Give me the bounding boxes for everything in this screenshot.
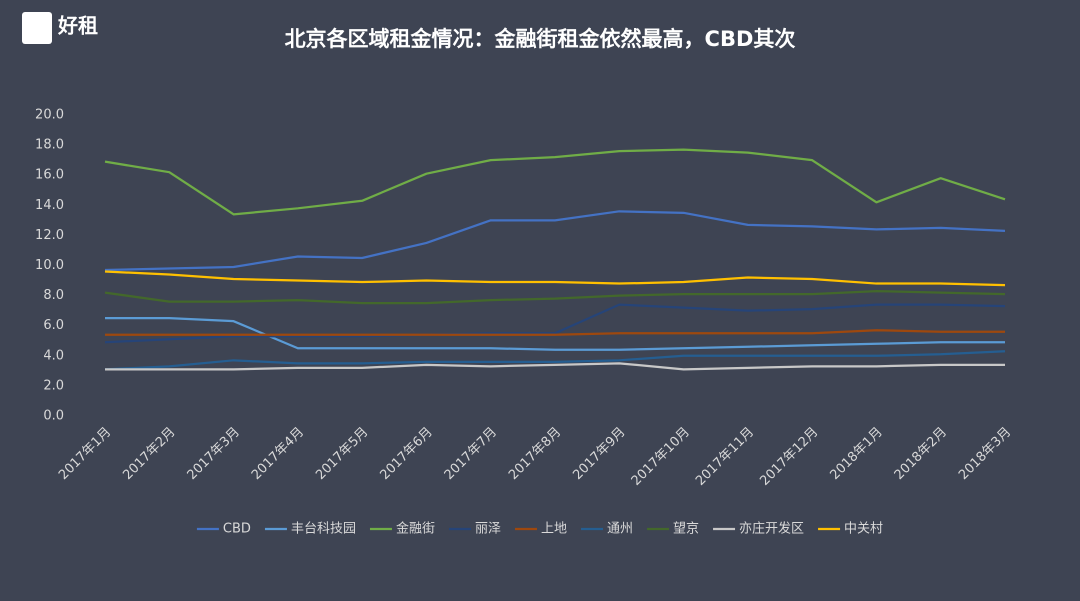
- legend-label: 丽泽: [475, 522, 501, 537]
- line-series: [104, 303, 1006, 344]
- y-tick-label: 12.0: [35, 228, 64, 243]
- y-tick-label: 6.0: [43, 318, 64, 333]
- y-tick-label: 2.0: [43, 378, 64, 393]
- y-tick-label: 0.0: [43, 409, 64, 424]
- y-tick-label: 20.0: [35, 108, 64, 123]
- legend-label: 通州: [607, 522, 633, 537]
- legend-label: 上地: [541, 522, 567, 537]
- legend-label: 中关村: [844, 522, 883, 537]
- legend-label: 金融街: [396, 521, 435, 537]
- y-tick-label: 8.0: [43, 288, 64, 303]
- legend-label: 丰台科技园: [291, 522, 356, 537]
- line-series: [104, 210, 1006, 272]
- y-tick-label: 10.0: [35, 258, 64, 273]
- line-series: [104, 270, 1006, 287]
- y-tick-label: 18.0: [35, 138, 64, 153]
- legend-label: 亦庄开发区: [739, 521, 804, 537]
- line-series: [104, 148, 1006, 216]
- line-series: [105, 362, 1005, 371]
- y-tick-label: 4.0: [43, 348, 64, 363]
- line-series: [105, 317, 1005, 351]
- logo-icon: [22, 12, 52, 44]
- line-series: [104, 350, 1006, 371]
- chart-title: 北京各区域租金情况：金融街租金依然最高，CBD其次: [285, 27, 796, 51]
- y-tick-label: 14.0: [35, 198, 64, 213]
- legend-label: 望京: [673, 521, 699, 537]
- legend-label: CBD: [223, 522, 251, 537]
- logo-text: 好租: [57, 14, 98, 38]
- line-series: [104, 289, 1006, 305]
- y-tick-label: 16.0: [35, 168, 64, 183]
- line-series: [105, 329, 1005, 336]
